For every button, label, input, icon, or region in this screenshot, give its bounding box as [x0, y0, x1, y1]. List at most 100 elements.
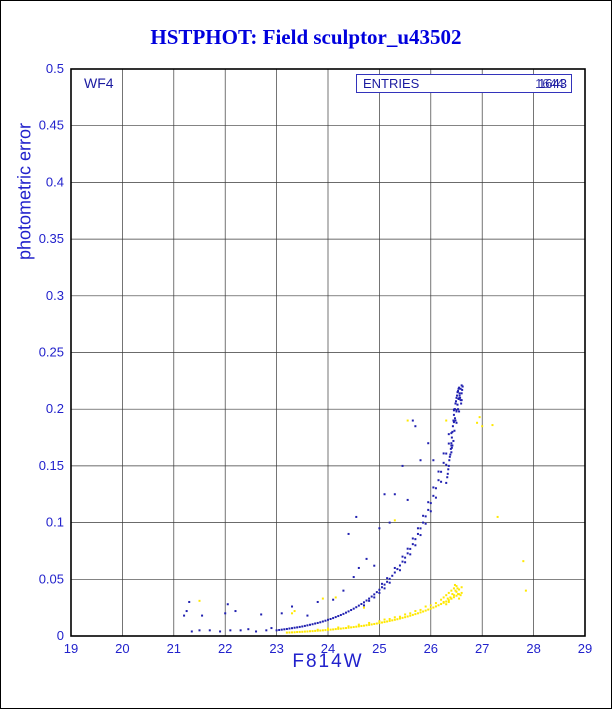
data-point	[291, 627, 294, 630]
data-point	[188, 600, 191, 603]
data-point	[409, 547, 412, 550]
data-point	[454, 402, 457, 405]
data-point	[380, 582, 383, 585]
y-tick-label: 0	[57, 628, 64, 643]
data-point	[437, 470, 440, 473]
data-point	[306, 624, 309, 627]
data-point	[422, 610, 425, 613]
data-point	[455, 590, 458, 593]
data-point	[476, 421, 479, 424]
data-point	[429, 604, 432, 607]
data-point	[434, 496, 437, 499]
data-point	[198, 629, 201, 632]
tick-labels: 19 20 21 22 23 24 25 26 27 28 29 0 0.05 0.1 0.15 0.2 0.2…	[39, 61, 593, 656]
data-point	[373, 596, 376, 599]
data-point	[316, 628, 319, 631]
data-point	[411, 613, 414, 616]
data-point	[452, 413, 455, 416]
data-point	[457, 387, 460, 390]
data-point	[419, 459, 422, 462]
data-point	[496, 515, 499, 518]
data-point	[456, 394, 459, 397]
data-point	[454, 589, 457, 592]
data-point	[355, 625, 358, 628]
data-point	[357, 625, 360, 628]
y-tick-label: 0.4	[46, 174, 64, 189]
x-tick-label: 22	[218, 641, 232, 656]
data-point	[347, 532, 350, 535]
data-point	[491, 424, 494, 427]
data-point	[327, 628, 329, 631]
data-point	[368, 623, 371, 626]
x-tick-label: 20	[115, 641, 129, 656]
data-point	[406, 498, 409, 501]
data-point	[247, 628, 250, 631]
data-point	[388, 581, 391, 584]
data-point	[460, 586, 463, 589]
data-point	[378, 620, 381, 623]
data-point	[234, 610, 237, 613]
data-point	[459, 594, 462, 597]
data-point	[275, 629, 278, 632]
data-point	[301, 625, 304, 628]
x-axis-title: F814W	[292, 651, 364, 672]
data-point	[455, 594, 458, 597]
data-point	[337, 615, 340, 618]
x-tick-label: 23	[269, 641, 283, 656]
data-point	[288, 631, 291, 634]
plot-frame	[70, 68, 586, 637]
data-point	[404, 561, 407, 564]
data-point	[524, 589, 527, 592]
grid-lines	[70, 68, 586, 637]
data-point	[458, 593, 461, 596]
data-point	[347, 626, 350, 629]
data-point	[239, 629, 242, 632]
data-point	[260, 613, 263, 616]
data-point	[316, 621, 319, 624]
data-point	[265, 629, 268, 632]
data-point	[344, 611, 347, 614]
data-point	[416, 527, 419, 530]
data-point	[347, 610, 350, 613]
data-point	[447, 591, 450, 594]
data-point	[429, 510, 432, 513]
data-point	[357, 566, 360, 569]
data-point	[460, 384, 463, 387]
data-point	[283, 628, 286, 631]
data-point	[458, 392, 461, 395]
data-point	[329, 617, 332, 620]
data-point	[460, 399, 463, 402]
data-point	[447, 468, 450, 471]
data-point	[449, 453, 452, 456]
data-point	[324, 619, 327, 622]
y-tick-label: 0.2	[46, 401, 64, 416]
x-tick-label: 26	[424, 641, 438, 656]
data-point	[321, 597, 324, 600]
data-point	[296, 626, 299, 629]
data-point	[434, 605, 437, 608]
data-point	[458, 410, 461, 413]
data-point	[285, 627, 288, 630]
data-point	[451, 444, 454, 447]
data-point	[391, 574, 394, 577]
data-point	[378, 588, 381, 591]
data-point	[398, 615, 401, 618]
data-point	[416, 532, 419, 535]
data-point	[208, 629, 211, 632]
data-point	[316, 600, 319, 603]
data-point	[226, 603, 229, 606]
chart-title: HSTPHOT: Field sculptor_u43502	[150, 25, 462, 49]
data-point	[445, 419, 448, 422]
data-point	[301, 630, 304, 633]
data-point	[344, 627, 347, 630]
data-point	[452, 419, 455, 422]
data-point	[440, 598, 443, 601]
data-point	[380, 586, 383, 589]
data-point	[298, 625, 301, 628]
data-point	[280, 628, 283, 631]
data-point	[456, 587, 459, 590]
data-point	[458, 588, 461, 591]
data-point	[398, 564, 401, 567]
data-point	[458, 394, 461, 397]
